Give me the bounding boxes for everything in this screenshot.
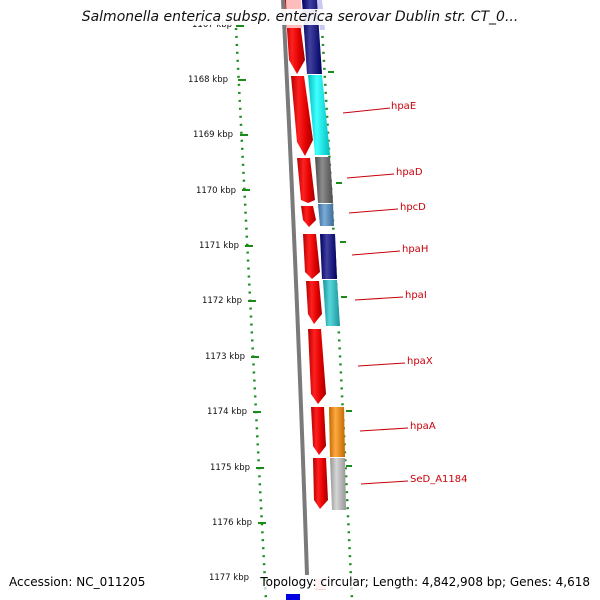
genome-stats-text: Topology: circular; Length: 4,842,908 bp… <box>260 575 590 589</box>
ruler-label-1174: 1174 kbp <box>206 407 247 417</box>
forward-gene-3 <box>297 158 315 203</box>
right-ring-dashes <box>328 71 352 467</box>
gene-label-hpaI[interactable]: hpaI <box>405 290 427 301</box>
ruler-label-1169: 1169 kbp <box>192 130 233 140</box>
forward-gene-5 <box>303 234 320 279</box>
gene-label-hpaH[interactable]: hpaH <box>402 244 429 255</box>
forward-strand <box>285 0 328 509</box>
ruler-label-1172: 1172 kbp <box>201 296 242 306</box>
accession-text: Accession: NC_011205 <box>9 575 146 589</box>
ruler-label-1173: 1173 kbp <box>204 352 245 362</box>
outer-ring-left <box>234 27 268 600</box>
ruler-label-1177: 1177 kbp <box>208 573 249 583</box>
gene-bottom-blue <box>286 594 300 600</box>
ruler-label-1167: 1167 kbp <box>191 20 232 30</box>
gene-label-hpaX[interactable]: hpaX <box>407 356 433 367</box>
genome-backbone <box>281 0 309 576</box>
gene-label-hpaD[interactable]: hpaD <box>396 167 423 178</box>
forward-gene-4 <box>301 206 316 227</box>
forward-gene-8 <box>311 407 326 455</box>
forward-gene-6 <box>306 281 322 324</box>
forward-gene-7 <box>308 329 326 404</box>
ruler-label-1170: 1170 kbp <box>195 186 236 196</box>
gene-label-hpaE[interactable]: hpaE <box>391 101 417 112</box>
gene-label-hpcD[interactable]: hpcD <box>400 202 426 213</box>
label-leaders <box>342 107 409 485</box>
ruler-label-1175: 1175 kbp <box>209 463 250 473</box>
ruler-label-1168: 1168 kbp <box>187 75 228 85</box>
gene-label-SeD_A1184[interactable]: SeD_A1184 <box>410 474 468 485</box>
ruler-label-1176: 1176 kbp <box>211 518 252 528</box>
ruler-label-1171: 1171 kbp <box>198 241 239 251</box>
forward-gene-9 <box>313 458 328 509</box>
forward-gene-2 <box>291 76 313 156</box>
map-title: Salmonella enterica subsp. enterica sero… <box>0 9 600 25</box>
gene-label-hpaA[interactable]: hpaA <box>410 421 436 432</box>
